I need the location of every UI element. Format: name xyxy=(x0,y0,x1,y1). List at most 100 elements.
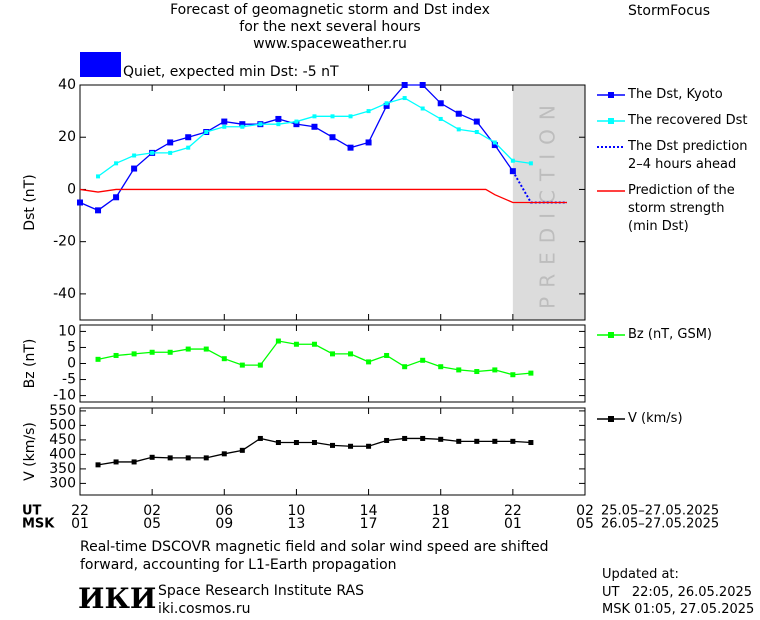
y-tick-label: 20 xyxy=(58,129,76,145)
data-point xyxy=(438,436,444,442)
data-point xyxy=(293,121,300,128)
data-point xyxy=(258,122,263,127)
data-point xyxy=(330,351,335,357)
data-point xyxy=(455,110,462,117)
y-tick-label: -20 xyxy=(53,234,76,250)
data-point xyxy=(474,130,479,134)
data-point xyxy=(95,462,101,468)
y-axis-label: Dst (nT) xyxy=(22,174,38,230)
x-tick-label: 22 xyxy=(504,503,522,519)
data-point xyxy=(204,130,209,134)
data-point xyxy=(95,207,102,214)
data-point xyxy=(329,134,336,141)
org: Space Research Institute RAS xyxy=(158,583,364,599)
y-tick-label: 350 xyxy=(49,461,76,477)
status-text: Quiet, expected min Dst: -5 nT xyxy=(123,64,339,80)
data-point xyxy=(240,124,245,129)
logo: ИКИ xyxy=(78,582,157,615)
data-point xyxy=(401,82,408,88)
y-tick-label: 550 xyxy=(49,403,76,419)
data-point xyxy=(473,118,480,125)
data-point xyxy=(203,455,209,461)
data-point xyxy=(185,346,191,352)
data-point xyxy=(294,119,299,124)
data-point xyxy=(402,96,407,101)
data-point xyxy=(186,145,191,150)
x-tick-label: 22 xyxy=(71,503,89,519)
legend-label: V (km/s) xyxy=(628,411,683,426)
data-point xyxy=(131,165,138,172)
data-point xyxy=(492,140,497,145)
y-tick-label: 0 xyxy=(67,181,76,197)
x-tick-label: 09 xyxy=(215,516,233,532)
data-point xyxy=(384,352,390,358)
data-point xyxy=(114,161,119,166)
data-point xyxy=(366,359,372,365)
data-point xyxy=(95,356,101,362)
data-point xyxy=(402,364,408,370)
x-tick-label: 10 xyxy=(288,503,306,519)
panel-frame xyxy=(79,84,586,321)
y-tick-label: -5 xyxy=(62,372,76,388)
y-tick-label: -40 xyxy=(53,286,76,302)
data-point xyxy=(330,114,335,119)
data-point xyxy=(221,451,227,457)
series-line xyxy=(79,188,567,204)
data-point xyxy=(77,199,83,206)
x-row-dates: 26.05–27.05.2025 xyxy=(601,517,719,532)
data-point xyxy=(402,435,408,441)
legend-marker xyxy=(608,118,614,124)
data-point xyxy=(257,435,263,441)
x-tick-label: 21 xyxy=(432,516,450,532)
data-point xyxy=(456,367,462,373)
x-tick-label: 01 xyxy=(71,516,89,532)
data-point xyxy=(275,338,281,344)
data-point xyxy=(474,369,480,375)
data-point xyxy=(438,116,443,121)
data-point xyxy=(311,440,317,446)
data-point xyxy=(113,459,119,465)
x-tick-label: 05 xyxy=(143,516,161,532)
data-point xyxy=(275,115,282,122)
data-point xyxy=(474,438,480,444)
data-point xyxy=(185,134,192,141)
data-point xyxy=(383,102,390,109)
y-tick-label: 10 xyxy=(58,323,76,339)
data-point xyxy=(276,122,281,127)
x-row-dates: 25.05–27.05.2025 xyxy=(601,504,719,519)
data-point xyxy=(365,139,372,146)
series-line xyxy=(97,97,531,177)
data-point xyxy=(438,364,444,370)
x-tick-label: 14 xyxy=(360,503,378,519)
data-point xyxy=(203,346,209,352)
data-point xyxy=(131,459,137,465)
updated-ut: UT 22:05, 26.05.2025 xyxy=(602,585,753,600)
x-tick-label: 18 xyxy=(432,503,450,519)
data-point xyxy=(528,161,533,166)
data-point xyxy=(492,367,498,373)
status-swatch xyxy=(80,52,121,77)
legend-label: The Dst prediction 2–4 hours ahead xyxy=(628,139,748,172)
footnote: Real-time DSCOVR magnetic field and sola… xyxy=(80,539,549,573)
x-tick-label: 02 xyxy=(143,503,161,519)
data-point xyxy=(437,100,444,107)
legend-marker xyxy=(608,332,614,338)
data-point xyxy=(167,139,174,146)
data-point xyxy=(311,341,317,347)
data-point xyxy=(131,351,137,357)
updated-label: Updated at: xyxy=(602,567,679,582)
data-point xyxy=(113,194,120,201)
x-row-label: UT xyxy=(22,504,42,519)
data-point xyxy=(167,349,173,355)
data-point xyxy=(150,150,155,155)
legend-label: Bz (nT, GSM) xyxy=(628,327,713,342)
data-point xyxy=(528,370,534,376)
x-tick-label: 05 xyxy=(576,516,594,532)
data-point xyxy=(347,144,354,151)
data-point xyxy=(528,440,534,446)
y-tick-label: 400 xyxy=(49,446,76,462)
data-point xyxy=(510,158,515,163)
data-point xyxy=(167,455,173,461)
legend-label: The recovered Dst xyxy=(628,113,748,128)
